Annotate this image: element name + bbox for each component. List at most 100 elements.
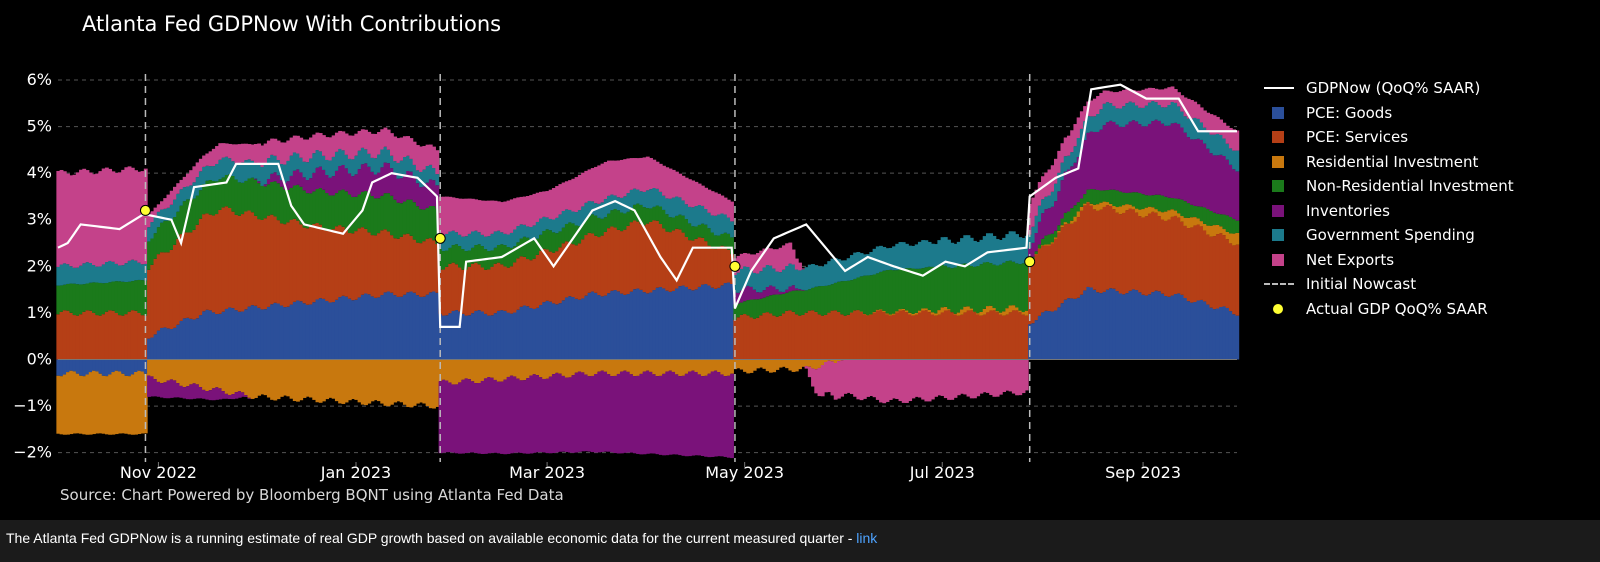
bar-residential	[953, 313, 958, 315]
bar-pce_goods	[309, 304, 313, 360]
bar-inventories	[1196, 138, 1201, 207]
bar-netexp	[846, 359, 851, 393]
bar-pce_services	[228, 208, 232, 308]
bar-inventories	[1063, 171, 1068, 213]
bar-residential	[707, 359, 712, 374]
bar-pce_goods	[360, 294, 365, 360]
bar-netexp	[516, 197, 521, 227]
bar-gov	[432, 168, 436, 181]
bar-gov	[1063, 156, 1068, 172]
bar-netexp	[636, 158, 640, 190]
bar-pce_goods	[1173, 294, 1178, 360]
bar-gov	[950, 242, 955, 269]
y-tick-label: 3%	[27, 210, 52, 229]
bar-residential	[409, 359, 414, 408]
bar-inventories	[1215, 155, 1220, 214]
bar-inventories	[445, 380, 449, 453]
bar-nonres	[911, 268, 916, 314]
bar-residential	[1109, 203, 1113, 206]
bar-inventories	[286, 181, 291, 190]
bar-nonres	[1105, 190, 1110, 203]
bar-gov	[807, 264, 812, 290]
bar-netexp	[1002, 359, 1007, 393]
bar-inventories	[1219, 154, 1224, 215]
bar-gov	[927, 241, 932, 267]
bar-netexp	[892, 359, 896, 399]
bar-netexp	[127, 166, 132, 261]
bar-nonres	[616, 210, 621, 230]
bar-pce_services	[1144, 216, 1149, 296]
bar-inventories	[448, 382, 453, 453]
bar-inventories	[415, 183, 420, 207]
bar-residential	[140, 371, 145, 434]
bar-pce_goods	[208, 310, 213, 360]
bar-nonres	[101, 283, 106, 315]
bar-netexp	[768, 248, 773, 266]
bar-netexp	[911, 359, 916, 399]
bar-netexp	[218, 143, 223, 160]
caption-link[interactable]: link	[856, 530, 878, 546]
bar-pce_services	[1151, 211, 1155, 293]
bar-netexp	[224, 143, 229, 157]
bar-gov	[399, 160, 404, 179]
bar-inventories	[1177, 123, 1181, 199]
bar-residential	[752, 359, 757, 371]
bar-nonres	[428, 206, 433, 239]
bar-inventories	[503, 379, 508, 455]
bar-pce_services	[305, 228, 310, 305]
bar-pce_goods	[500, 310, 504, 360]
bar-pce_services	[1011, 310, 1016, 360]
bar-netexp	[801, 268, 806, 270]
bar-inventories	[325, 175, 330, 194]
bar-nonres	[846, 280, 851, 315]
bar-netexp	[1066, 135, 1071, 156]
bar-pce_goods	[172, 327, 177, 360]
bar-gov	[1134, 105, 1139, 122]
bar-pce_services	[639, 223, 644, 290]
bar-netexp	[467, 198, 472, 234]
bar-netexp	[1128, 89, 1133, 102]
bar-residential	[147, 359, 151, 376]
bar-nonres	[1173, 198, 1178, 211]
bar-pce_goods	[548, 301, 553, 360]
bar-pce_goods	[704, 284, 709, 360]
bar-pce_goods	[616, 291, 621, 360]
bar-inventories	[577, 371, 582, 452]
bar-netexp	[56, 170, 61, 267]
bar-inventories	[649, 371, 653, 454]
bar-gov	[1144, 105, 1149, 127]
bar-pce_services	[555, 251, 560, 305]
bar-netexp	[817, 367, 822, 397]
bar-inventories	[474, 383, 479, 453]
bar-netexp	[477, 200, 482, 233]
bar-pce_services	[700, 237, 705, 285]
bar-inventories	[241, 392, 245, 397]
bar-residential	[746, 359, 751, 374]
bar-inventories	[1050, 206, 1055, 234]
bar-pce_goods	[364, 293, 368, 360]
bar-pce_goods	[451, 310, 456, 360]
bar-residential	[827, 359, 832, 361]
bar-nonres	[1190, 204, 1194, 218]
bar-residential	[720, 359, 725, 375]
bar-pce_services	[147, 269, 151, 339]
bar-nonres	[824, 285, 828, 315]
bar-inventories	[1109, 120, 1113, 190]
bar-pce_goods	[642, 292, 647, 360]
bar-netexp	[1024, 359, 1029, 391]
bar-nonres	[707, 228, 712, 246]
bar-netexp	[872, 359, 877, 398]
legend-swatch-nonres	[1264, 179, 1294, 193]
bar-inventories	[590, 375, 595, 453]
bar-nonres	[597, 217, 602, 238]
bar-pce_goods	[1170, 295, 1175, 360]
bar-residential	[895, 311, 900, 313]
bar-nonres	[804, 290, 809, 313]
bar-gov	[160, 209, 164, 223]
bar-residential	[555, 359, 560, 373]
bar-inventories	[1037, 221, 1042, 245]
bar-netexp	[241, 143, 245, 163]
bar-nonres	[584, 219, 589, 236]
bar-inventories	[1144, 126, 1149, 196]
bar-inventories	[315, 167, 320, 189]
